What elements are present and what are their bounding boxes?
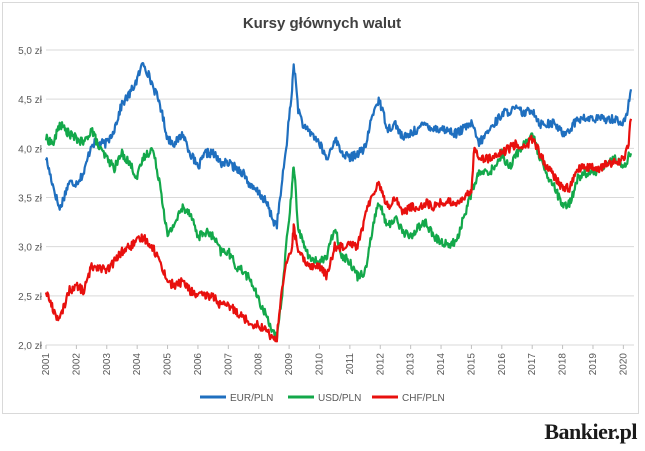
x-tick-label: 2005 (163, 353, 174, 376)
x-tick-label: 2011 (345, 353, 356, 375)
x-tick-label: 2020 (618, 353, 629, 376)
y-tick-label: 3,0 zł (18, 243, 43, 254)
legend-label: USD/PLN (318, 393, 361, 404)
x-tick-label: 2012 (375, 353, 386, 376)
series-line-usd-pln (44, 121, 633, 341)
legend-label: EUR/PLN (230, 393, 273, 404)
x-tick-label: 2019 (588, 353, 599, 376)
x-tick-label: 2003 (102, 353, 113, 376)
brand-logo: Bankier.pl (544, 419, 637, 444)
y-tick-label: 3,5 zł (18, 194, 43, 205)
x-tick-label: 2010 (314, 353, 325, 376)
x-tick-label: 2009 (284, 353, 295, 376)
series-line-chf-pln (44, 118, 633, 343)
x-tick-label: 2001 (41, 353, 52, 376)
x-tick-label: 2002 (71, 353, 82, 376)
x-tick-label: 2007 (223, 353, 234, 376)
y-tick-label: 2,5 zł (18, 292, 43, 303)
y-tick-label: 5,0 zł (18, 46, 43, 57)
y-tick-label: 4,0 zł (18, 144, 43, 155)
x-tick-label: 2014 (436, 353, 447, 376)
x-tick-label: 2004 (132, 353, 143, 376)
x-tick-label: 2006 (193, 353, 204, 376)
legend-label: CHF/PLN (402, 393, 445, 404)
chart-title: Kursy głównych walut (243, 15, 401, 32)
x-tick-label: 2017 (527, 353, 538, 376)
x-tick-label: 2015 (466, 353, 477, 376)
x-tick-label: 2013 (406, 353, 417, 376)
x-tick-label: 2018 (558, 353, 569, 376)
x-tick-label: 2016 (497, 353, 508, 376)
y-tick-label: 4,5 zł (18, 95, 43, 106)
y-tick-label: 2,0 zł (18, 341, 43, 352)
x-tick-label: 2008 (254, 353, 265, 376)
series-line-eur-pln (44, 62, 633, 230)
